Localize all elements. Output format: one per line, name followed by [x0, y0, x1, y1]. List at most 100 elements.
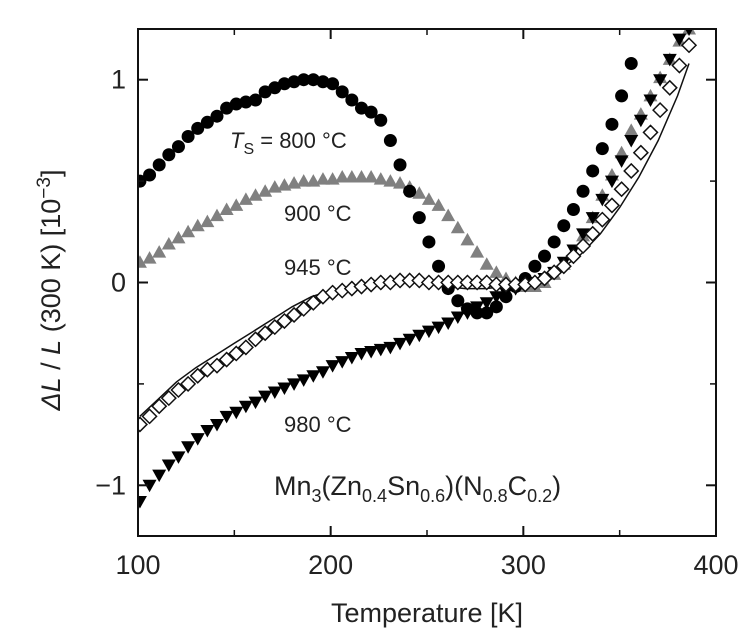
data-point-circle-filled	[383, 134, 397, 148]
data-point-triangle-down-filled	[604, 175, 619, 189]
data-point-triangle-up-gray	[200, 214, 215, 228]
data-point-diamond-open	[295, 300, 312, 317]
data-point-triangle-up-gray	[614, 145, 629, 159]
data-point-triangle-down-filled	[335, 356, 350, 369]
data-point-triangle-down-filled	[181, 441, 196, 454]
data-point-diamond-open	[546, 264, 563, 281]
formula-s1: 3	[312, 486, 322, 506]
formula-p6: )	[552, 471, 561, 501]
data-point-triangle-up-gray	[306, 174, 321, 187]
data-point-triangle-up-gray	[489, 265, 504, 278]
data-point-triangle-down-filled	[479, 297, 494, 310]
data-point-triangle-up-gray	[373, 172, 388, 185]
data-point-triangle-down-filled	[364, 345, 379, 359]
data-point-circle-filled	[403, 184, 417, 198]
data-point-circle-filled	[586, 164, 600, 178]
data-point-diamond-open	[642, 124, 659, 141]
data-point-diamond-open	[247, 331, 264, 348]
data-point-diamond-open	[180, 375, 197, 392]
data-point-triangle-up-gray	[296, 174, 311, 187]
data-point-diamond-open	[536, 270, 553, 287]
data-point-diamond-open	[189, 367, 206, 384]
data-point-diamond-open	[138, 416, 148, 433]
data-point-diamond-open	[305, 294, 322, 311]
data-point-triangle-down-filled	[200, 425, 215, 438]
data-point-triangle-up-gray	[152, 245, 167, 258]
formula-s2: 0.4	[362, 486, 387, 506]
data-point-circle-filled	[412, 211, 426, 225]
data-point-triangle-up-gray	[441, 208, 456, 222]
x-axis-title: Temperature [K]	[331, 598, 523, 628]
data-point-diamond-open	[680, 37, 698, 54]
data-point-triangle-down-filled	[267, 386, 282, 400]
data-point-triangle-down-filled	[595, 193, 610, 207]
data-point-triangle-down-filled	[325, 360, 340, 373]
x-tick-label: 300	[501, 550, 546, 580]
data-point-triangle-up-gray	[393, 176, 408, 189]
data-point-triangle-up-gray	[364, 170, 379, 183]
data-point-diamond-open	[257, 325, 274, 342]
data-point-triangle-down-filled	[219, 410, 234, 424]
y-axis-title-close: ]	[36, 170, 66, 178]
data-point-circle-filled	[432, 259, 446, 273]
data-point-triangle-down-filled	[373, 343, 388, 357]
data-point-triangle-down-filled	[287, 378, 302, 391]
data-point-diamond-open	[218, 351, 235, 368]
data-point-triangle-down-filled	[138, 496, 147, 509]
y-axis-title-delta: Δ	[36, 392, 66, 411]
data-point-triangle-up-gray	[287, 176, 302, 189]
y-tick-label: −1	[95, 470, 126, 500]
data-point-diamond-open	[574, 237, 592, 255]
data-point-circle-filled	[374, 113, 388, 127]
data-point-triangle-down-filled	[662, 53, 677, 67]
data-point-triangle-up-gray	[354, 170, 369, 183]
annotation-ts-800: TS = 800 °C	[230, 128, 347, 158]
data-point-triangle-up-gray	[142, 251, 157, 264]
data-point-circle-filled	[393, 158, 407, 172]
data-point-triangle-down-filled	[354, 347, 369, 361]
data-point-diamond-open	[555, 258, 572, 275]
data-point-triangle-up-gray	[229, 198, 244, 211]
formula-s5: 0.2	[527, 486, 552, 506]
data-point-triangle-down-filled	[412, 329, 427, 343]
data-point-triangle-down-filled	[614, 155, 629, 168]
data-point-circle-filled	[615, 89, 629, 103]
data-point-circle-filled	[210, 109, 224, 123]
data-point-circle-filled	[480, 306, 494, 320]
data-point-diamond-open	[661, 79, 678, 96]
data-point-triangle-up-gray	[248, 188, 263, 201]
data-point-diamond-open	[160, 390, 177, 407]
data-point-triangle-down-filled	[142, 479, 157, 493]
data-point-circle-filled	[200, 115, 214, 129]
data-point-triangle-up-gray	[479, 257, 494, 270]
data-point-triangle-down-filled	[383, 341, 398, 355]
data-point-triangle-down-filled	[643, 94, 658, 107]
data-point-diamond-open	[276, 312, 293, 330]
data-point-circle-filled	[576, 184, 590, 198]
data-point-triangle-down-filled	[229, 406, 244, 420]
x-tick-label: 100	[115, 550, 160, 580]
data-point-circle-filled	[489, 300, 503, 314]
data-point-triangle-down-filled	[441, 317, 456, 331]
data-point-diamond-open	[285, 306, 303, 324]
data-point-diamond-open	[671, 57, 688, 74]
data-point-triangle-up-gray	[315, 172, 330, 185]
data-point-triangle-up-gray	[277, 178, 292, 191]
data-point-circle-filled	[249, 93, 263, 107]
formula-p5: C	[508, 471, 528, 501]
data-point-circle-filled	[624, 56, 638, 70]
data-point-triangle-up-gray	[181, 224, 196, 238]
plot-area	[138, 29, 698, 509]
formula-p3: Sn	[387, 471, 420, 501]
data-point-circle-filled	[566, 202, 580, 216]
data-point-triangle-down-filled	[633, 114, 648, 128]
annotation-ts-sub: S	[243, 141, 254, 158]
data-point-triangle-up-gray	[325, 172, 340, 185]
data-point-diamond-open	[141, 408, 158, 425]
annotation-945: 945 °C	[284, 255, 352, 280]
y-axis-title-slash: /	[36, 355, 66, 378]
data-point-circle-filled	[547, 235, 561, 249]
data-point-diamond-open	[584, 225, 601, 242]
annotation-900: 900 °C	[284, 201, 352, 226]
data-point-triangle-up-gray	[258, 184, 273, 197]
